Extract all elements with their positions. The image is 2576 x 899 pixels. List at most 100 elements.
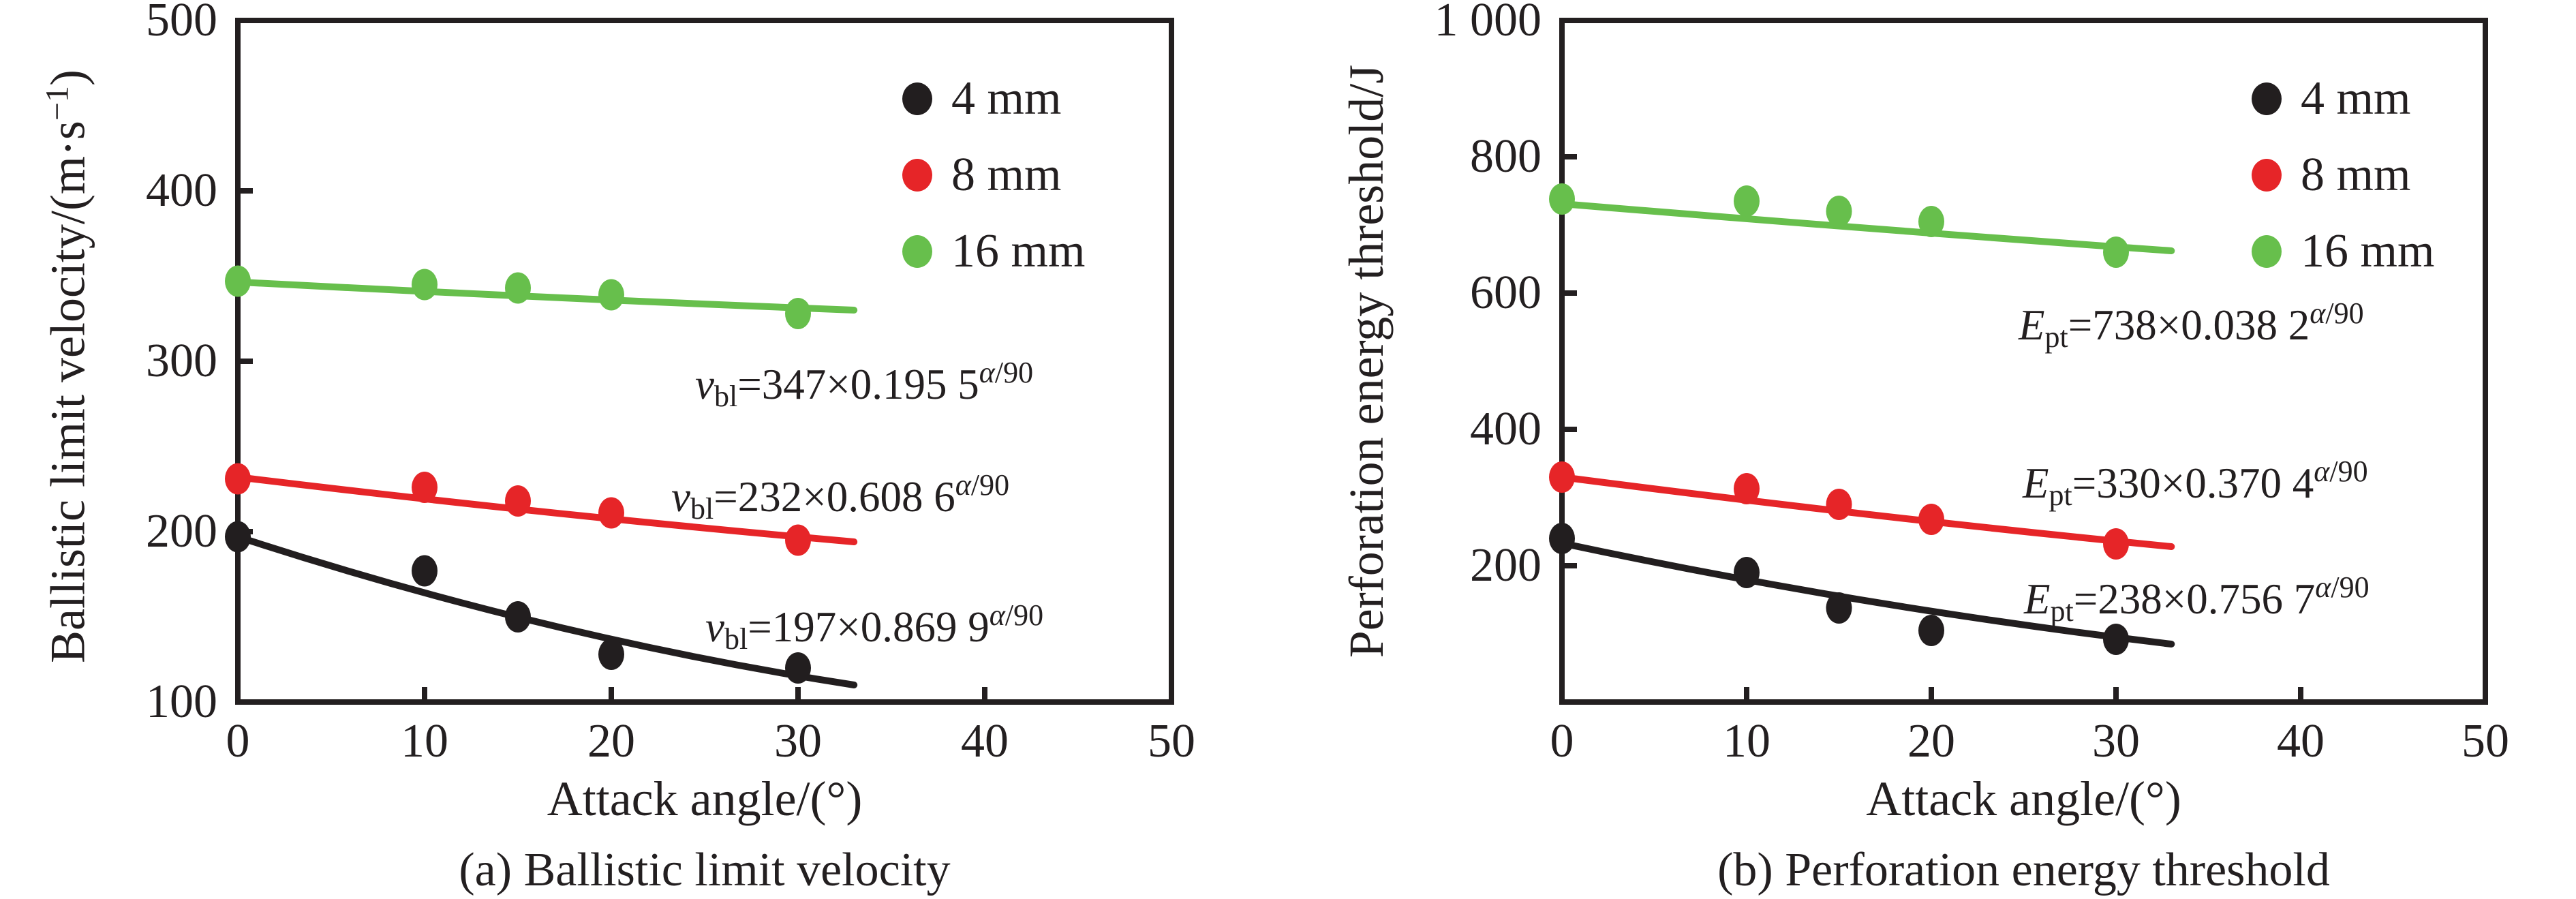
subscript: bl bbox=[690, 492, 714, 526]
data-point-16mm bbox=[785, 298, 811, 329]
y-tick-label: 600 bbox=[1470, 266, 1542, 319]
data-point-8mm bbox=[225, 463, 251, 495]
text-run: Ballistic limit velocity/(m·s bbox=[40, 121, 95, 663]
plot-border-b bbox=[1559, 18, 2488, 705]
text-run: E bbox=[2019, 301, 2045, 350]
data-point-4mm bbox=[598, 639, 624, 670]
data-point-8mm bbox=[412, 472, 438, 503]
x-tick-label: 10 bbox=[401, 715, 448, 767]
data-point-8mm bbox=[1918, 504, 1944, 535]
fit-line-8mm bbox=[1559, 474, 2175, 550]
subscript: pt bbox=[2050, 594, 2074, 628]
legend-dot-icon bbox=[902, 159, 932, 192]
superscript: /90 bbox=[2325, 296, 2364, 330]
x-tick-label: 50 bbox=[2462, 715, 2509, 767]
text-run: E bbox=[2024, 575, 2051, 624]
text-run: E bbox=[2023, 459, 2049, 508]
superscript: α bbox=[989, 598, 1005, 632]
legend-item-8mm: 8 mm bbox=[2252, 145, 2410, 205]
data-point-4mm bbox=[1549, 523, 1575, 554]
data-point-16mm bbox=[505, 272, 531, 304]
y-tick-label: 100 bbox=[146, 675, 217, 728]
legend-label: 16 mm bbox=[2301, 225, 2435, 277]
text-run: v bbox=[705, 603, 724, 652]
fit-equation-1: vbl=347×0.195 5α/90 bbox=[695, 341, 1033, 428]
legend-label: 16 mm bbox=[951, 225, 1086, 277]
legend-dot-icon bbox=[2252, 235, 2282, 268]
legend-item-4mm: 4 mm bbox=[2252, 69, 2410, 129]
y-tick-label: 400 bbox=[1470, 403, 1542, 455]
x-tick-label: 20 bbox=[1907, 715, 1955, 767]
data-point-8mm bbox=[2103, 528, 2129, 560]
y-axis-title: Ballistic limit velocity/(m·s−1) bbox=[29, 0, 97, 776]
text-run: ) bbox=[40, 70, 95, 86]
text-run: v bbox=[671, 473, 690, 521]
legend-label: 8 mm bbox=[2301, 149, 2411, 201]
y-tick-label: 200 bbox=[146, 505, 217, 558]
data-point-16mm bbox=[225, 265, 251, 297]
data-point-8mm bbox=[1549, 461, 1575, 493]
fit-line-16mm bbox=[1559, 200, 2175, 254]
subscript: bl bbox=[724, 622, 748, 656]
superscript: −1 bbox=[39, 86, 76, 121]
x-tick-label: 40 bbox=[2277, 715, 2325, 767]
legend-label: 4 mm bbox=[2301, 72, 2411, 125]
data-point-4mm bbox=[225, 521, 251, 553]
superscript: α bbox=[2315, 570, 2331, 604]
fit-line-4mm bbox=[234, 533, 858, 688]
superscript: /90 bbox=[2329, 455, 2368, 488]
data-point-16mm bbox=[2103, 237, 2129, 268]
x-tick-label: 0 bbox=[1550, 715, 1574, 767]
subscript: pt bbox=[2044, 320, 2068, 354]
x-axis-title: Attack angle/(°) bbox=[547, 772, 863, 826]
y-tick-label: 300 bbox=[146, 335, 217, 387]
data-point-16mm bbox=[598, 279, 624, 311]
data-point-8mm bbox=[505, 485, 531, 517]
superscript: /90 bbox=[1005, 598, 1044, 632]
superscript: /90 bbox=[2331, 570, 2370, 604]
text-run: =238×0.756 7 bbox=[2073, 575, 2316, 624]
data-point-4mm bbox=[505, 601, 531, 633]
x-tick-label: 30 bbox=[774, 715, 822, 767]
data-point-16mm bbox=[1918, 206, 1944, 237]
legend-item-16mm: 16 mm bbox=[2252, 222, 2434, 281]
x-tick-label: 20 bbox=[587, 715, 635, 767]
data-point-16mm bbox=[412, 269, 438, 301]
superscript: α bbox=[2314, 455, 2330, 488]
caption-a: (a) Ballistic limit velocity bbox=[459, 844, 951, 896]
subscript: pt bbox=[2049, 478, 2072, 513]
legend-dot-icon bbox=[2252, 82, 2282, 115]
legend-dot-icon bbox=[2252, 159, 2282, 192]
superscript: /90 bbox=[970, 468, 1010, 502]
legend-label: 4 mm bbox=[951, 72, 1062, 125]
x-tick-label: 30 bbox=[2092, 715, 2140, 767]
y-tick-label: 400 bbox=[146, 164, 217, 217]
text-run: Perforation energy threshold/J bbox=[1339, 64, 1394, 658]
data-point-8mm bbox=[1734, 473, 1760, 504]
x-tick-label: 10 bbox=[1723, 715, 1770, 767]
data-point-4mm bbox=[2103, 624, 2129, 655]
superscript: /90 bbox=[994, 356, 1034, 389]
fit-line-8mm bbox=[234, 474, 858, 545]
legend-dot-icon bbox=[902, 235, 932, 268]
legend-item-8mm: 8 mm bbox=[902, 145, 1061, 205]
fit-equation-1: Ept=738×0.038 2α/90 bbox=[2019, 282, 2364, 369]
legend-label: 8 mm bbox=[951, 149, 1062, 201]
data-point-4mm bbox=[1734, 557, 1760, 588]
text-run: =330×0.370 4 bbox=[2072, 459, 2314, 508]
legend-item-16mm: 16 mm bbox=[902, 222, 1085, 281]
x-tick-label: 0 bbox=[226, 715, 250, 767]
legend-item-4mm: 4 mm bbox=[902, 69, 1061, 129]
x-axis-title: Attack angle/(°) bbox=[1866, 772, 2181, 826]
text-run: =232×0.608 6 bbox=[714, 473, 955, 521]
fit-equation-2: Ept=330×0.370 4α/90 bbox=[2023, 440, 2368, 527]
y-tick-label: 1 000 bbox=[1434, 0, 1542, 46]
y-tick-label: 200 bbox=[1470, 539, 1542, 592]
y-tick-label: 500 bbox=[146, 0, 217, 46]
text-run: =197×0.869 9 bbox=[748, 603, 990, 652]
text-run: =738×0.038 2 bbox=[2068, 301, 2310, 350]
data-point-4mm bbox=[1826, 592, 1852, 624]
superscript: α bbox=[955, 468, 971, 502]
